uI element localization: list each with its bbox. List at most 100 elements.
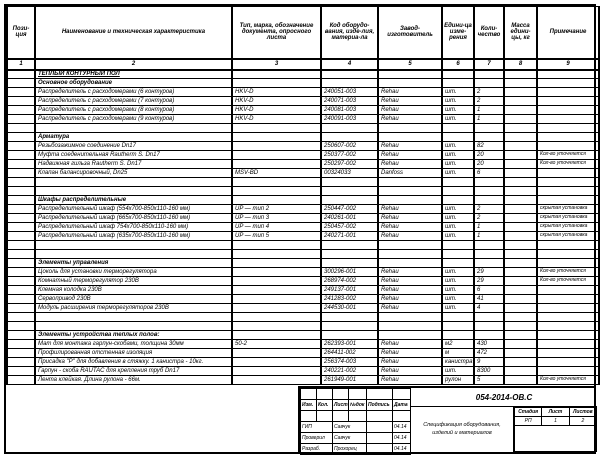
cell-qty [473, 249, 505, 259]
table-row: Клемная колодка 230В 249137-001 Rehau шт. 6 [6, 285, 600, 295]
revision-header-row: Изм. Кол. Лист №док Подпись Дата [300, 399, 411, 411]
cell-unit: шт. [441, 141, 475, 151]
cell-name: Распределитель с расходомерами (8 контур… [34, 105, 233, 115]
cell-manuf: Rehau [377, 204, 443, 214]
cell-unit: шт. [441, 96, 475, 106]
column-number-6: 6 [441, 58, 475, 71]
cell-type [231, 249, 322, 259]
column-number-9: 9 [536, 58, 600, 71]
cell-name: Резьбозажимное соединение Dn17 [34, 141, 233, 151]
cell-note [536, 366, 600, 376]
table-row [6, 249, 600, 259]
cell-note [536, 87, 600, 97]
cell-manuf [377, 330, 443, 340]
cell-manuf: Rehau [377, 357, 443, 367]
cell-unit [441, 186, 475, 196]
cell-unit [441, 132, 475, 142]
cell-mass [503, 150, 538, 160]
cell-type [231, 330, 322, 340]
cell-qty [473, 195, 505, 205]
cell-manuf: Rehau [377, 105, 443, 115]
table-row: Резьбозажимное соединение Dn17 250607-002… [6, 141, 600, 151]
cell-manuf: Rehau [377, 213, 443, 223]
cell-unit: шт. [441, 87, 475, 97]
cell-qty: 9 [473, 357, 505, 367]
cell-code [320, 186, 379, 196]
cell-mass [503, 132, 538, 142]
cell-name: Мат для монтажа гарпун-скобами, толщина … [34, 339, 233, 349]
cell-type [231, 69, 322, 79]
table-row [6, 177, 600, 187]
cell-pos [6, 186, 36, 196]
cell-name: Основное оборудование [34, 78, 233, 88]
cell-name: ТЕПЛЫЙ КОНТУРНЫЙ ПОЛ [34, 69, 233, 79]
column-header-3: Тип, марка, обозначение документа, опрос… [231, 6, 322, 60]
cell-mass [503, 204, 538, 214]
cell-note [536, 105, 600, 115]
cell-type [231, 141, 322, 151]
cell-name: Клапан балансировочный, Dn25 [34, 168, 233, 178]
cell-code: 240221-002 [320, 366, 379, 376]
cell-unit: шт. [441, 114, 475, 124]
title-block-right: 054-2014-ОВ.С Спецификация оборудования,… [411, 388, 598, 452]
table-row: Распределитель с расходомерами (7 контур… [6, 96, 600, 106]
cell-note [536, 195, 600, 205]
cell-pos [6, 240, 36, 250]
cell-pos [6, 87, 36, 97]
cell-code: 250447-002 [320, 204, 379, 214]
cell-qty: 472 [473, 348, 505, 358]
cell-pos [6, 213, 36, 223]
column-header-2: Наименование и техническая характеристик… [34, 6, 233, 60]
cell-type [231, 366, 322, 376]
cell-qty: 41 [473, 294, 505, 304]
cell-unit: шт. [441, 150, 475, 160]
cell-note: скрытая установка [536, 231, 600, 241]
table-row: Мат для монтажа гарпун-скобами, толщина … [6, 339, 600, 349]
table-row: Профилированная отстенная изоляция 264411… [6, 348, 600, 358]
cell-type [231, 348, 322, 358]
table-row: Распределитель с расходомерами (9 контур… [6, 114, 600, 124]
cell-name: Распределительный шкаф (635х700-850х110-… [34, 231, 233, 241]
cell-unit: м2 [441, 339, 475, 349]
cell-manuf: Rehau [377, 222, 443, 232]
cell-name: Лента клейкая. Длина рулона - 66м. [34, 375, 233, 385]
cell-mass [503, 240, 538, 250]
cell-qty: 1 [473, 114, 505, 124]
cell-mass [503, 87, 538, 97]
table-row: Надвижная гильза Rautherm S. Dn17 250297-… [6, 159, 600, 169]
cell-unit: шт. [441, 276, 475, 286]
cell-manuf [377, 123, 443, 133]
cell-manuf: Rehau [377, 276, 443, 286]
cell-qty: 5 [473, 375, 505, 385]
cell-code [320, 177, 379, 187]
cell-unit: канистра [441, 357, 475, 367]
cell-unit: м [441, 348, 475, 358]
cell-mass [503, 168, 538, 178]
cell-code: 244530-001 [320, 303, 379, 313]
title-block: Изм. Кол. Лист №док Подпись Дата ГИП Савчук 04.1… [298, 386, 598, 455]
cell-manuf [377, 321, 443, 331]
table-row: Распределительный шкаф 754х700-850х110-1… [6, 222, 600, 232]
cell-code: 250377-002 [320, 150, 379, 160]
cell-qty: 2 [473, 213, 505, 223]
cell-name: Элементы управления [34, 258, 233, 268]
cell-type [231, 258, 322, 268]
cell-note [536, 69, 600, 79]
cell-pos [6, 132, 36, 142]
column-header-4: Код оборудо-вания, изде-лия, материа-ла [320, 6, 379, 60]
column-header-7: Коли-чество [473, 6, 505, 60]
table-row: Клапан балансировочный, Dn25 MSV-BD 003240… [6, 168, 600, 178]
cell-type: 50-2 [231, 339, 322, 349]
column-number-7: 7 [473, 58, 505, 71]
cell-type: UP — тип 5 [231, 231, 322, 241]
cell-code [320, 240, 379, 250]
cell-code [320, 312, 379, 322]
cell-type [231, 267, 322, 277]
cell-note [536, 141, 600, 151]
cell-pos [6, 249, 36, 259]
cell-qty: 2 [473, 87, 505, 97]
cell-mass [503, 231, 538, 241]
cell-qty [473, 132, 505, 142]
cell-mass [503, 366, 538, 376]
